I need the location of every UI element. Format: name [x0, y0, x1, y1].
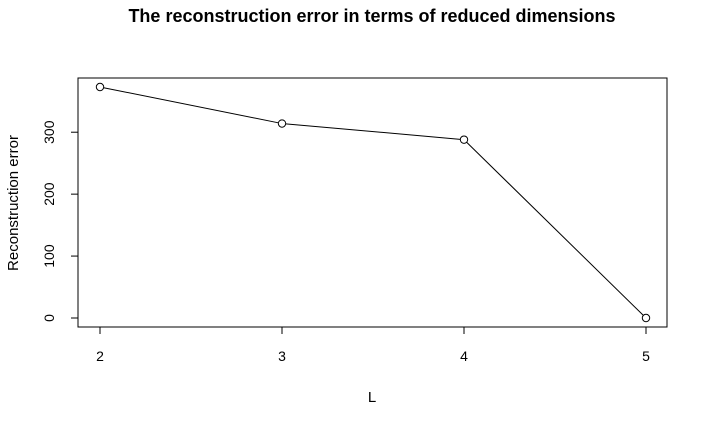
chart-title: The reconstruction error in terms of red…	[128, 6, 615, 26]
series-line-segment	[466, 141, 644, 316]
x-tick-label: 5	[642, 348, 650, 364]
y-tick-label: 300	[41, 120, 57, 144]
x-tick-label: 2	[96, 348, 104, 364]
y-tick-label: 0	[41, 314, 57, 322]
y-tick-label: 100	[41, 244, 57, 268]
y-axis-label: Reconstruction error	[5, 135, 22, 271]
data-point	[95, 82, 105, 92]
data-point	[459, 135, 469, 144]
series-line-segment	[103, 87, 279, 124]
y-axis: 0 100 200 300	[41, 120, 79, 322]
x-tick-label: 4	[460, 348, 468, 364]
x-tick-label: 3	[278, 348, 286, 364]
x-axis-label: L	[368, 389, 376, 406]
y-tick-label: 200	[41, 182, 57, 206]
data-point	[641, 313, 651, 323]
plot-frame	[77, 77, 668, 328]
x-axis: 2 3 4 5	[96, 326, 650, 364]
series-line-segment	[285, 123, 461, 140]
series-group	[95, 82, 651, 323]
data-point	[277, 119, 287, 128]
